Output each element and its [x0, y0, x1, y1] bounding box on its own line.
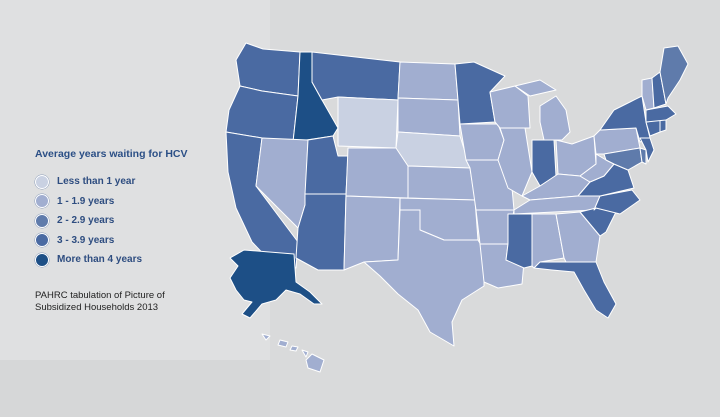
state-ks[interactable] — [407, 165, 476, 201]
legend-panel-corner — [0, 360, 270, 417]
state-hi[interactable] — [261, 333, 325, 373]
legend-swatch — [35, 174, 49, 189]
state-ne[interactable] — [395, 131, 471, 169]
state-tx[interactable] — [363, 209, 485, 347]
state-vt[interactable] — [641, 77, 655, 111]
legend-label: Less than 1 year — [57, 176, 136, 188]
state-co[interactable] — [345, 147, 409, 199]
legend-label: 1 - 1.9 years — [57, 195, 115, 207]
legend-swatch — [35, 233, 49, 248]
legend-label: 2 - 2.9 years — [57, 215, 115, 227]
legend-label: More than 4 years — [57, 254, 143, 266]
state-nm[interactable] — [343, 195, 401, 271]
state-me[interactable] — [659, 45, 689, 105]
source-line: PAHRC tabulation of Picture of — [35, 290, 165, 301]
legend-swatch — [35, 252, 49, 267]
legend-item: 1 - 1.9 years — [35, 192, 255, 212]
state-ia[interactable] — [459, 123, 505, 161]
state-wy[interactable] — [337, 96, 399, 149]
state-sc[interactable] — [579, 207, 617, 237]
legend-swatch — [35, 194, 49, 209]
map-legend: Average years waiting for HCV Less than … — [35, 148, 255, 270]
legend-label: 3 - 3.9 years — [57, 234, 115, 246]
state-nd[interactable] — [397, 61, 459, 101]
source-note: PAHRC tabulation of Picture of Subsidize… — [35, 290, 235, 314]
state-sd[interactable] — [397, 97, 461, 137]
legend-item: More than 4 years — [35, 250, 255, 270]
state-de[interactable] — [639, 147, 647, 165]
state-ma[interactable] — [645, 105, 677, 123]
state-ms[interactable] — [505, 213, 533, 269]
state-ak[interactable] — [229, 249, 323, 319]
state-mt[interactable] — [311, 51, 401, 101]
state-mi[interactable] — [514, 79, 571, 141]
state-ri[interactable] — [659, 119, 667, 133]
legend-item: Less than 1 year — [35, 172, 255, 192]
state-fl[interactable] — [533, 261, 617, 319]
state-il[interactable] — [497, 127, 533, 197]
legend-item: 3 - 3.9 years — [35, 231, 255, 251]
legend-swatch — [35, 213, 49, 228]
legend-title: Average years waiting for HCV — [35, 148, 188, 160]
legend-panel-background — [0, 0, 270, 417]
legend-item: 2 - 2.9 years — [35, 211, 255, 231]
state-nj[interactable] — [639, 137, 655, 163]
source-line: Subsidized Households 2013 — [35, 302, 159, 313]
